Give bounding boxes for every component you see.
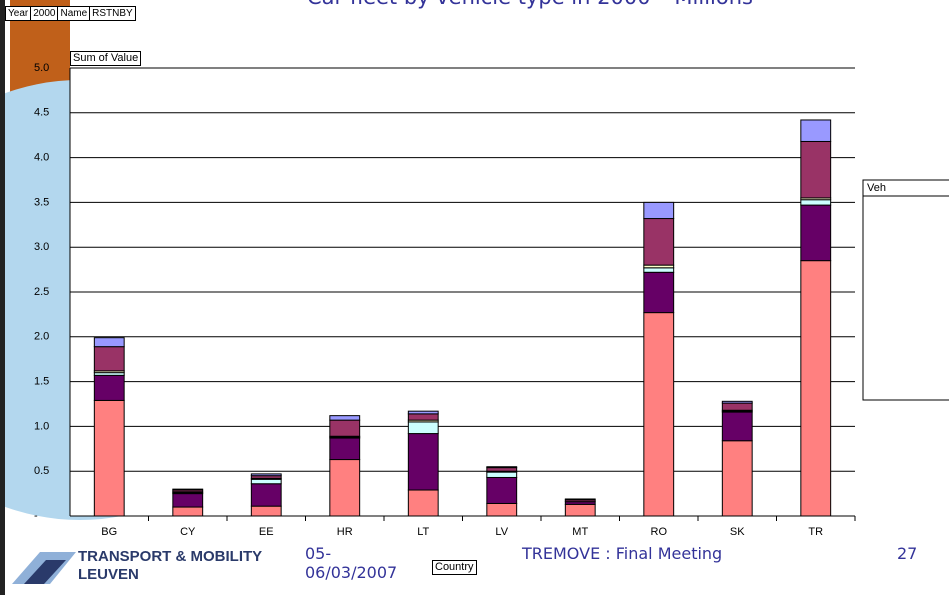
bar-segment — [329, 415, 361, 421]
bar-segment — [93, 337, 125, 348]
bar-segment — [721, 402, 753, 411]
meeting: TREMOVE : Final Meeting — [522, 544, 723, 563]
bar-segment — [172, 488, 204, 491]
bar-segment — [800, 140, 832, 199]
y-tick-label: 1.0 — [34, 420, 49, 432]
bar-segment — [172, 493, 204, 508]
bar-segment — [407, 433, 439, 491]
bar-segment — [800, 119, 832, 142]
bar-segment — [93, 374, 125, 401]
filter-field: RSTNBY — [89, 6, 136, 21]
x-tick-label: SK — [730, 526, 745, 538]
bar-segment — [643, 271, 675, 314]
bar-segment — [643, 201, 675, 220]
bar-segment — [800, 199, 832, 206]
bar-segment — [407, 413, 439, 421]
bar-segment — [407, 489, 439, 517]
filter-bar: Year 2000 Name RSTNBY — [5, 6, 136, 21]
bar-segment — [329, 437, 361, 461]
bar-segment — [407, 421, 439, 435]
y-tick-label: 3.0 — [34, 241, 49, 253]
date: 05-06/03/2007 — [305, 544, 398, 582]
bar-segment — [172, 506, 204, 517]
bar-segment — [721, 411, 753, 442]
x-tick-label: EE — [259, 526, 274, 538]
y-tick-label: 5.0 — [34, 62, 49, 74]
filter-field: 2000 — [30, 6, 59, 21]
y-tick-label: 0.5 — [34, 465, 49, 477]
page-number: 27 — [897, 544, 918, 563]
filter-field: Year — [5, 6, 32, 21]
bar-segment — [93, 399, 125, 517]
logo-text: LEUVEN — [78, 566, 139, 583]
x-tick-label: HR — [337, 526, 353, 538]
bar-segment — [93, 346, 125, 372]
y-tick-label: - — [34, 510, 38, 522]
bar-segment — [564, 503, 596, 517]
bar-segment — [800, 260, 832, 517]
bar-segment — [643, 312, 675, 517]
x-tick-label: MT — [572, 526, 588, 538]
bar-segment — [486, 476, 518, 504]
bar-segment — [721, 440, 753, 517]
y-tick-label: 2.0 — [34, 331, 49, 343]
bar-segment — [250, 505, 282, 517]
y-axis-label: Sum of Value — [70, 51, 142, 66]
bar-segment — [250, 473, 282, 477]
bar-segment — [486, 502, 518, 517]
x-tick-label: RO — [651, 526, 668, 538]
bar-segment — [329, 419, 361, 437]
x-tick-label: LV — [495, 526, 508, 538]
legend-box — [862, 179, 949, 401]
bar-segment — [486, 467, 518, 472]
y-tick-label: 4.5 — [34, 107, 49, 119]
x-tick-label: LT — [417, 526, 429, 538]
x-axis-label: Country — [432, 560, 477, 575]
bar-segment — [721, 400, 753, 404]
bar-segment — [564, 498, 596, 501]
y-tick-label: 3.5 — [34, 196, 49, 208]
bar-segment — [250, 483, 282, 507]
x-tick-label: TR — [808, 526, 823, 538]
bar-segment — [486, 466, 518, 469]
decor-edge — [0, 0, 5, 595]
x-tick-label: CY — [180, 526, 196, 538]
bar-segment — [643, 218, 675, 266]
bar-segment — [486, 471, 518, 478]
bar-segment — [643, 267, 675, 273]
bar-segment — [329, 459, 361, 517]
y-tick-label: 4.0 — [34, 152, 49, 164]
filter-field: Name — [57, 6, 91, 21]
legend-title: Veh — [867, 182, 886, 194]
chart-title: Car fleet by vehicle type in 2000 – Mill… — [307, 0, 753, 9]
bar-segment — [250, 478, 282, 485]
y-tick-label: 1.5 — [34, 376, 49, 388]
logo-text: TRANSPORT & MOBILITY — [78, 548, 263, 565]
bar-segment — [800, 204, 832, 262]
bar-segment — [407, 410, 439, 415]
x-tick-label: BG — [101, 526, 117, 538]
y-tick-label: 2.5 — [34, 286, 49, 298]
logo-icon — [12, 552, 76, 584]
